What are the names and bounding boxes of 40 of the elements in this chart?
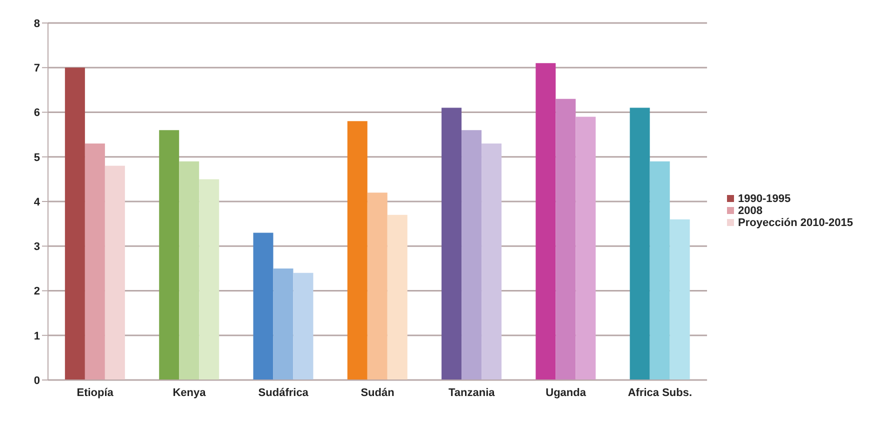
y-tick-label: 7 bbox=[34, 62, 40, 75]
y-tick-label: 2 bbox=[34, 286, 40, 298]
bar bbox=[159, 130, 180, 380]
bar bbox=[650, 161, 670, 380]
bar bbox=[462, 130, 482, 380]
bar bbox=[179, 161, 200, 380]
bar bbox=[293, 272, 314, 380]
y-tick-label: 5 bbox=[34, 152, 40, 164]
bar bbox=[253, 232, 274, 380]
bar bbox=[630, 108, 650, 380]
x-tick-label: Tanzania bbox=[448, 386, 496, 399]
y-tick-label: 3 bbox=[34, 241, 40, 254]
bar bbox=[273, 268, 294, 380]
x-tick-label: Sudáfrica bbox=[258, 386, 310, 399]
x-tick-label: Kenya bbox=[172, 386, 207, 399]
bar bbox=[84, 143, 105, 380]
bar bbox=[670, 219, 690, 380]
legend-label: 1990-1995 bbox=[738, 192, 791, 204]
x-tick-label: Africa Subs. bbox=[628, 386, 692, 399]
y-tick-label: 4 bbox=[34, 196, 41, 208]
bar bbox=[64, 68, 85, 380]
y-tick-label: 8 bbox=[34, 18, 40, 30]
legend-label: Proyección 2010-2015 bbox=[738, 216, 853, 228]
bar bbox=[536, 63, 556, 380]
y-tick-label: 0 bbox=[34, 374, 40, 387]
x-tick-label: Sudán bbox=[360, 386, 395, 399]
y-tick-label: 1 bbox=[34, 330, 40, 342]
bar bbox=[347, 121, 368, 380]
x-tick-label: Etiopía bbox=[76, 386, 114, 399]
bar bbox=[199, 179, 220, 380]
bar bbox=[576, 116, 596, 380]
legend-label: 2008 bbox=[738, 204, 763, 216]
x-tick-label: Uganda bbox=[546, 386, 587, 399]
bar bbox=[367, 192, 388, 380]
y-tick-label: 6 bbox=[34, 107, 40, 120]
bar bbox=[104, 166, 125, 380]
bar bbox=[442, 108, 462, 380]
bar bbox=[482, 143, 502, 380]
bar bbox=[387, 214, 408, 380]
bar bbox=[556, 98, 576, 380]
